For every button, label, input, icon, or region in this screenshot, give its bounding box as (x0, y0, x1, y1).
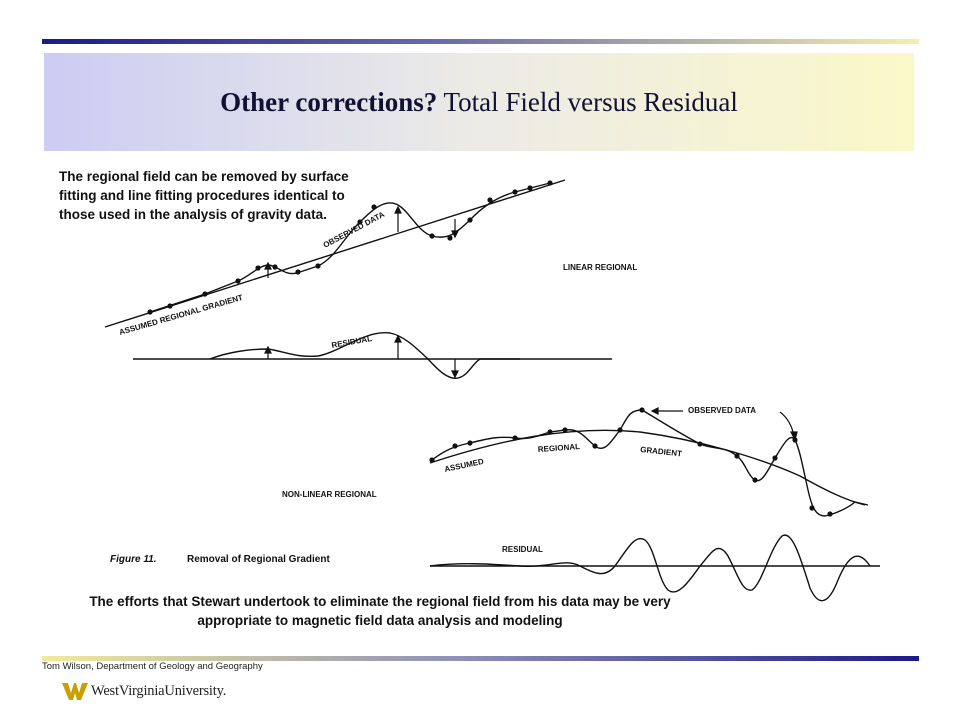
data-point (255, 265, 261, 271)
data-point (447, 235, 453, 241)
data-point (315, 263, 321, 269)
data-point (639, 407, 645, 413)
data-point (295, 269, 301, 275)
label-regional: REGIONAL (538, 442, 581, 454)
arrowhead-obs-3 (451, 230, 459, 239)
label-non-linear-regional: NON-LINEAR REGIONAL (282, 490, 377, 499)
label-residual-2: RESIDUAL (502, 545, 543, 554)
data-point (617, 427, 623, 433)
data-point (562, 427, 568, 433)
data-point (487, 197, 493, 203)
data-point (547, 429, 553, 435)
title-banner: Other corrections? Total Field versus Re… (44, 53, 914, 151)
data-point (752, 477, 758, 483)
data-point (467, 440, 473, 446)
note-regional-field: The regional field can be removed by sur… (59, 169, 349, 223)
note-stewart: The efforts that Stewart undertook to el… (89, 594, 671, 628)
data-point (547, 180, 553, 186)
data-point (792, 437, 798, 443)
arrowhead-res-3 (451, 370, 459, 379)
label-observed-data-2: OBSERVED DATA (688, 406, 756, 415)
slide-title: Other corrections? Total Field versus Re… (44, 87, 914, 118)
data-point (202, 291, 208, 297)
arrowhead-res-2 (394, 334, 402, 343)
flying-wv-icon (62, 683, 88, 700)
data-point (467, 217, 473, 223)
nonlinear-regional-curve (429, 429, 866, 506)
data-point (147, 309, 153, 315)
data-point (371, 204, 377, 210)
observed-data-leader-a-head (650, 407, 659, 415)
residual-curve-2 (429, 534, 871, 602)
data-point (167, 303, 173, 309)
data-point (452, 443, 458, 449)
data-point (357, 219, 363, 225)
arrowhead-obs-1 (264, 261, 272, 270)
data-point (429, 457, 435, 463)
data-point (272, 264, 278, 270)
data-point (734, 453, 740, 459)
footer-credit: Tom Wilson, Department of Geology and Ge… (42, 661, 263, 672)
label-residual-1: RESIDUAL (331, 334, 373, 350)
arrowhead-res-1 (264, 345, 272, 354)
observed-data-curve-2 (431, 409, 869, 517)
wvu-logo: WestVirginiaUniversity. (62, 677, 226, 705)
label-assumed: ASSUMED (444, 457, 485, 474)
data-point (827, 511, 833, 517)
top-rule (42, 39, 919, 44)
figure-caption: Removal of Regional Gradient (187, 554, 330, 565)
data-point (235, 278, 241, 284)
data-point (527, 185, 533, 191)
figure-number: Figure 11. (110, 554, 157, 565)
data-point (512, 189, 518, 195)
title-rest: Total Field versus Residual (437, 87, 738, 117)
data-point (772, 455, 778, 461)
logo-wordmark: WestVirginiaUniversity. (91, 682, 227, 699)
data-point (429, 233, 435, 239)
data-point (512, 435, 518, 441)
label-assumed-regional-gradient: ASSUMED REGIONAL GRADIENT (118, 293, 244, 337)
data-point (592, 443, 598, 449)
title-bold: Other corrections? (220, 87, 438, 117)
label-gradient: GRADIENT (640, 445, 683, 458)
bottom-rule (42, 656, 919, 661)
data-point (809, 505, 815, 511)
data-point (697, 441, 703, 447)
arrowhead-obs-2 (394, 205, 402, 214)
label-linear-regional: LINEAR REGIONAL (563, 263, 637, 272)
